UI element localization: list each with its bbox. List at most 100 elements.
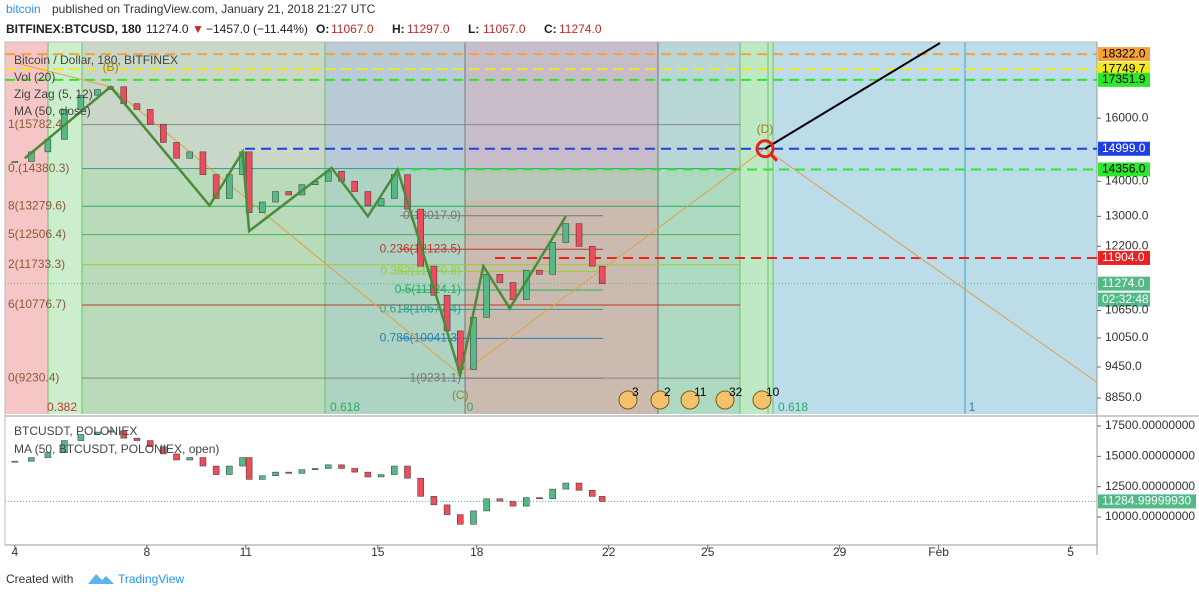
lower-candle [199, 457, 207, 467]
event-flag [752, 390, 772, 410]
lower-candle [598, 496, 606, 502]
lower-candle [430, 496, 438, 506]
y-tick-label: 12200.0 [1105, 239, 1149, 253]
fib-mid-label: 0.5(11124.1) [395, 282, 461, 296]
candle [146, 109, 154, 125]
lower-candle [549, 488, 556, 500]
lower-candle [311, 468, 319, 470]
countdown: 02:32:48 [1102, 292, 1149, 306]
candle [160, 123, 167, 143]
lower-candle [77, 434, 85, 441]
lower-y-tick-label: 15000.00000000 [1105, 449, 1195, 463]
lower-candle [351, 468, 358, 473]
fib-label: 0(9230.4) [8, 370, 59, 384]
lower-candle [325, 464, 332, 469]
price-label-box [1098, 141, 1150, 156]
lower-candle [562, 482, 570, 490]
y-tick-label: 14000.0 [1105, 173, 1149, 187]
x-tick-label: 8 [144, 545, 151, 559]
zones [5, 42, 1097, 414]
y-tick-label: 8850.0 [1105, 390, 1142, 404]
fib-label: 0.(14380.3) [8, 161, 69, 175]
lower-candle [133, 437, 141, 441]
ohlc-value: 11297.0 [407, 22, 450, 36]
x-tick-label: Feb [928, 545, 949, 559]
price-label-box [1098, 250, 1150, 265]
event-flag [715, 390, 735, 410]
lower-candle [523, 497, 530, 507]
lower-candle [509, 500, 517, 507]
target-marker [755, 139, 775, 159]
last: 11274.0 [146, 22, 189, 36]
candle [536, 269, 543, 275]
candle [173, 142, 180, 159]
price-label-box [1098, 72, 1150, 87]
lower-candle [245, 457, 253, 480]
event-count: 2 [664, 385, 671, 399]
wave-label: (D) [757, 122, 774, 136]
x-tick-label: 29 [833, 545, 847, 559]
wave-label: (C) [452, 388, 469, 402]
legend-entry: Zig Zag (5, 12) [14, 87, 93, 101]
event-flag [618, 390, 638, 410]
lower-last-box [1098, 494, 1196, 509]
ohlc-key: L: [468, 22, 479, 36]
arrow: ▼ [192, 22, 204, 36]
candle [272, 191, 279, 203]
candle [588, 246, 596, 267]
wave-label: (B) [103, 60, 119, 74]
price-label-box [1098, 162, 1150, 177]
lower-y-tick-label: 17500.00000000 [1105, 418, 1195, 432]
price-label: 14999.0 [1102, 141, 1146, 155]
lower-candle [107, 430, 114, 433]
event-count: 3 [632, 385, 639, 399]
fib-label: 6(10776.7) [8, 297, 66, 311]
lower-candle [377, 474, 385, 478]
lower-candle [470, 510, 477, 525]
ohlc-key: O: [316, 22, 329, 36]
candle [133, 103, 141, 110]
lower-candle [285, 471, 292, 474]
lower-title: BTCUSDT, POLONIEX [14, 424, 137, 438]
price-label: 11904.0 [1102, 250, 1145, 264]
fib-mid-label: 0.382(11570.8) [380, 264, 461, 278]
fib-label: 8(13279.6) [8, 198, 66, 212]
lower-ma: MA (50, BTCUSDT, POLONIEX, open) [14, 442, 219, 456]
fib-mid-label: 0.786(10041.3) [380, 331, 461, 345]
x-tick-label: 25 [701, 545, 715, 559]
time-fib-label: 0 [467, 400, 474, 414]
lower-candle [226, 465, 233, 475]
change: −1457.0 (−11.44%) [206, 22, 308, 36]
x-tick-label: 4 [12, 545, 19, 559]
legend-entry: Vol (20) [14, 70, 55, 84]
lower-y-tick-label: 10000.00000000 [1105, 509, 1195, 523]
candle [199, 151, 207, 175]
countdown-box [1098, 292, 1150, 307]
footer-brand[interactable]: TradingView [118, 572, 184, 586]
x-tick-label: 22 [602, 545, 616, 559]
price-label: 17351.9 [1102, 72, 1146, 86]
fib-label: 5(12506.4) [8, 227, 66, 241]
ohlc-value: 11067.0 [483, 22, 526, 36]
price-label-box [1098, 276, 1150, 291]
legend-entry: Bitcoin / Dollar, 180, BITFINEX [14, 53, 178, 67]
tv-logo [88, 574, 114, 584]
candle [549, 242, 556, 275]
lower-candle [259, 475, 266, 480]
x-tick-label: 15 [371, 545, 385, 559]
candle [509, 282, 517, 300]
lower-candle [536, 497, 543, 500]
zigzag [23, 85, 567, 380]
lower-candle [173, 453, 180, 461]
candle [94, 89, 101, 96]
candle [562, 223, 570, 243]
event-count: 11 [694, 385, 707, 399]
lower-candle [146, 440, 154, 447]
lower-candle [239, 457, 246, 467]
author[interactable]: bitcoin [6, 2, 41, 16]
time-fib-label: 0.618 [778, 400, 808, 414]
ohlc-key: H: [392, 22, 405, 36]
event-count: 32 [729, 385, 743, 399]
candle [496, 274, 504, 283]
candle [351, 181, 358, 192]
